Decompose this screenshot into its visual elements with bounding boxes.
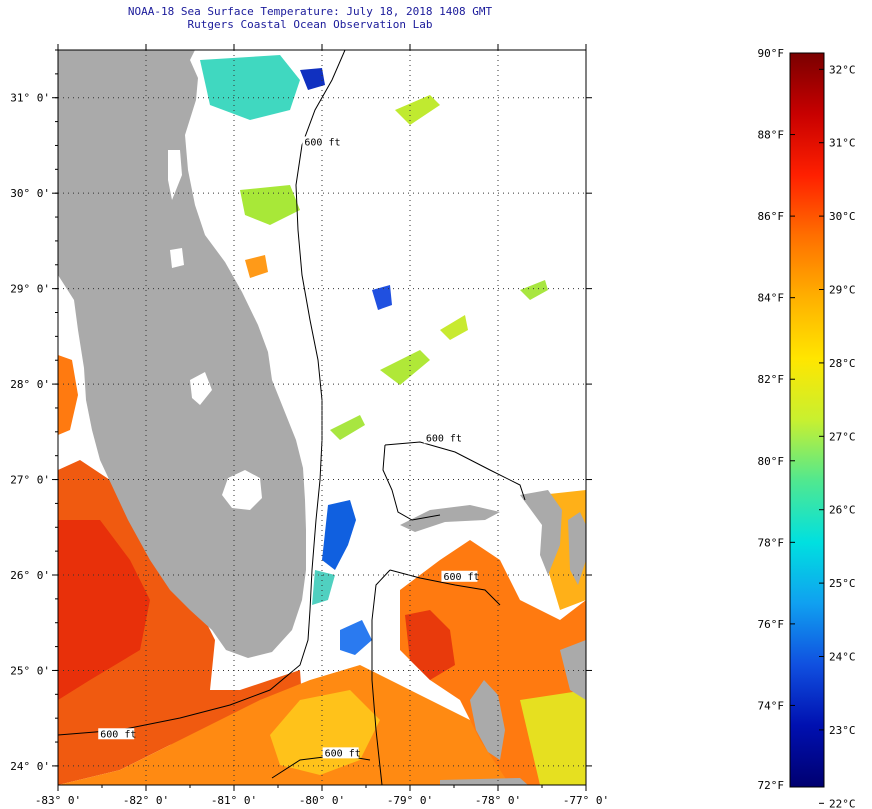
contour-label: 600 ft	[304, 137, 340, 148]
sst-patch-north-3	[300, 68, 325, 90]
colorbar-label-c: 30°C	[829, 210, 856, 223]
colorbar-label-f: 80°F	[758, 455, 785, 468]
colorbar-label-c: 32°C	[829, 63, 856, 76]
colorbar-label-c: 31°C	[829, 137, 856, 150]
colorbar-label-f: 90°F	[758, 47, 785, 60]
sst-patch-bahamas-yellow	[520, 690, 586, 785]
lon-tick-label: -81° 0'	[211, 794, 257, 807]
lon-tick-label: -83° 0'	[35, 794, 81, 807]
bahamas-abaco	[520, 490, 562, 575]
sst-patch-north-8	[372, 285, 392, 310]
colorbar-ticks	[790, 52, 824, 804]
lon-tick-label: -79° 0'	[387, 794, 433, 807]
inland-lake-1	[170, 248, 184, 268]
sst-patch-north-5	[380, 350, 430, 385]
lon-tick-label: -77° 0'	[563, 794, 609, 807]
colorbar-fahrenheit-labels: 90°F 88°F 86°F 84°F 82°F 80°F 78°F 76°F 74°F 72°F	[758, 47, 785, 792]
lon-tick-label: -80° 0'	[299, 794, 345, 807]
lon-tick-label: -78° 0'	[475, 794, 521, 807]
colorbar-label-c: 26°C	[829, 504, 856, 517]
colorbar-label-f: 76°F	[758, 618, 785, 631]
inland-lake-2	[168, 150, 182, 200]
sst-patch-gulf-hot	[58, 520, 150, 700]
sst-patch-north-7	[440, 315, 468, 340]
sst-patch-north-10	[245, 255, 268, 278]
colorbar-label-c: 27°C	[829, 430, 856, 443]
lat-tick-label: 25° 0'	[10, 664, 50, 677]
lat-tick-label: 29° 0'	[10, 283, 50, 296]
lake-okeechobee	[222, 470, 262, 510]
lat-tick-label: 26° 0'	[10, 569, 50, 582]
colorbar-label-c: 24°C	[829, 651, 856, 664]
colorbar-label-f: 86°F	[758, 210, 785, 223]
sst-patch-cold-2	[340, 620, 372, 655]
contour-label: 600 ft	[100, 729, 136, 740]
colorbar-label-f: 78°F	[758, 536, 785, 549]
contour-label: 600 ft	[426, 433, 462, 444]
lat-tick-label: 28° 0'	[10, 378, 50, 391]
contour-label-bg	[423, 432, 460, 444]
lat-tick-label: 31° 0'	[10, 92, 50, 105]
lon-tick-labels: -83° 0' -82° 0' -81° 0' -80° 0' -79° 0' -78° …	[35, 794, 609, 807]
colorbar-celsius-labels: 32°C 31°C 30°C 29°C 28°C 27°C 26°C 25°C 24°C 23°C…	[829, 63, 856, 809]
sst-patch-cold-1	[322, 500, 356, 570]
colorbar-label-c: 22°C	[829, 797, 856, 809]
contour-labels: 600 ft 600 ft 600 ft 600 ft 600 ft	[98, 136, 480, 759]
bahamas-eleuthera	[568, 512, 586, 585]
lon-tick-label: -82° 0'	[123, 794, 169, 807]
sst-patch-north-4	[395, 95, 440, 125]
bahamas-grand	[400, 505, 500, 532]
sst-patches	[58, 55, 586, 785]
sst-patch-north-1	[200, 55, 300, 120]
inland-lake-3	[190, 372, 212, 405]
sst-patch-gulf-north	[58, 355, 78, 435]
sst-patch-north-6	[330, 415, 365, 440]
sst-patch-bahamas-hot	[405, 610, 455, 680]
bahamas-andros	[470, 680, 505, 760]
contour-tongue-west	[371, 569, 391, 785]
contour-label-bg	[322, 747, 359, 759]
contour-label: 600 ft	[443, 572, 479, 583]
contour-bahamas-west	[382, 444, 441, 521]
colorbar-label-c: 28°C	[829, 357, 856, 370]
colorbar-label-f: 74°F	[758, 699, 785, 712]
contour-label-bg	[302, 136, 339, 148]
axis-ticks	[52, 44, 592, 791]
sst-patch-north-9	[520, 280, 548, 300]
colorbar-label-f: 84°F	[758, 292, 785, 305]
lat-tick-label: 27° 0'	[10, 474, 50, 487]
contour-label: 600 ft	[325, 748, 361, 759]
colorbar-label-c: 25°C	[829, 577, 856, 590]
contour-gulf-stream-west	[58, 50, 346, 736]
sst-patch-gulf	[58, 460, 302, 785]
lat-tick-label: 24° 0'	[10, 760, 50, 773]
contour-bahamas-bank	[384, 441, 526, 501]
colorbar-label-f: 88°F	[758, 129, 785, 142]
sst-patch-cold-3	[312, 570, 335, 605]
colorbar-label-c: 23°C	[829, 724, 856, 737]
map-title: NOAA-18 Sea Surface Temperature: July 18…	[127, 5, 493, 18]
contour-label-bg	[98, 728, 135, 740]
contour-label-bg	[441, 570, 478, 582]
lat-tick-label: 30° 0'	[10, 187, 50, 200]
colorbar-label-f: 82°F	[758, 373, 785, 386]
colorbar-label-f: 72°F	[758, 779, 785, 792]
colorbar	[789, 52, 825, 788]
lat-tick-labels: 31° 0' 30° 0' 29° 0' 28° 0' 27° 0' 26° 0' 25° …	[10, 92, 50, 773]
colorbar-label-c: 29°C	[829, 284, 856, 297]
map-subtitle: Rutgers Coastal Ocean Observation Lab	[187, 18, 433, 31]
lat-lon-grid	[58, 50, 586, 785]
cuba-north	[440, 778, 528, 785]
isobath-contours	[58, 50, 526, 785]
sst-patch-north-2	[240, 185, 300, 225]
